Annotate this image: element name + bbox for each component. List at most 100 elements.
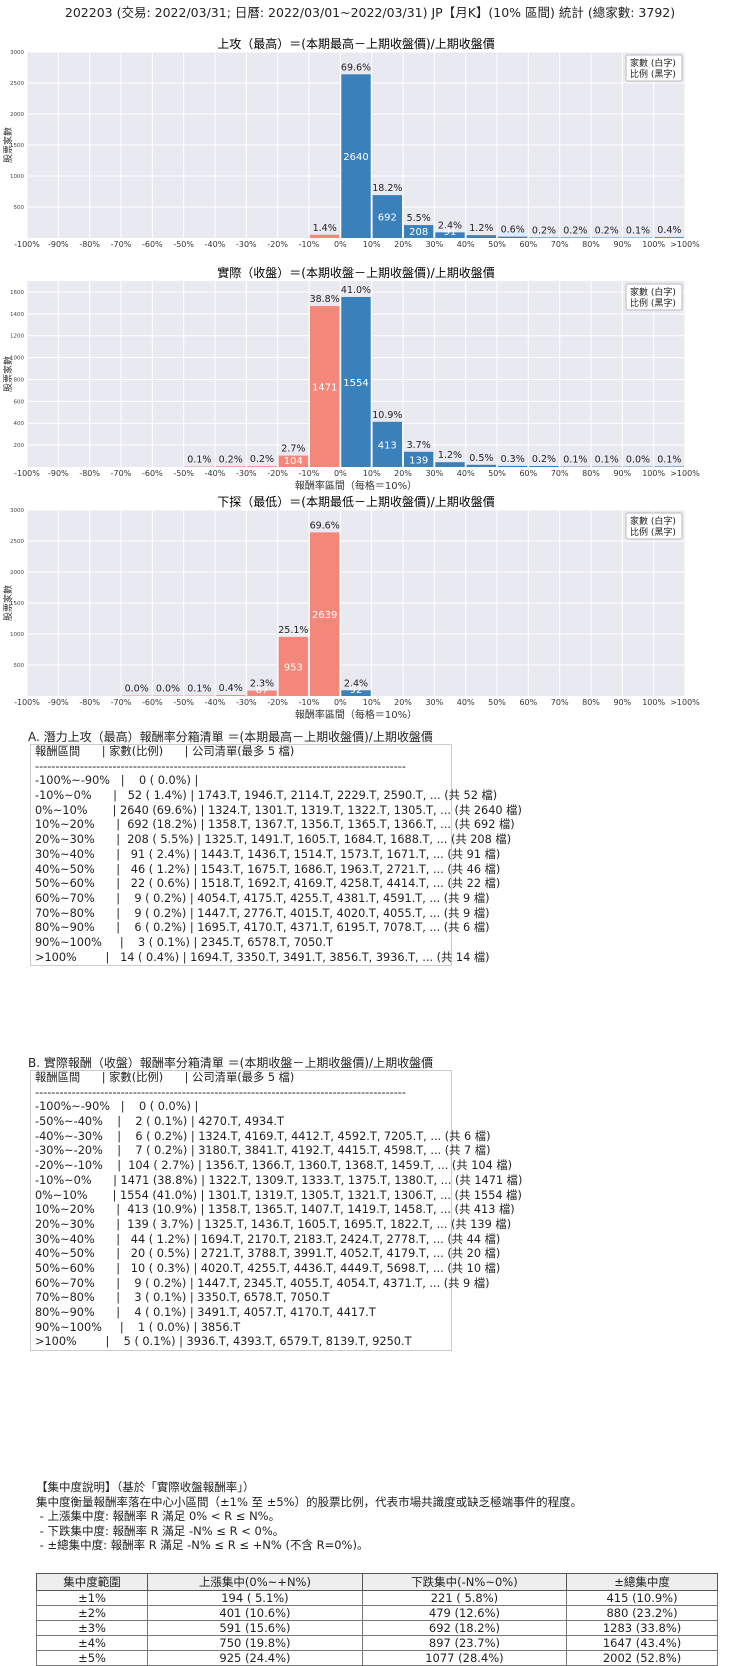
bar-pct-label: 1.2% (469, 223, 493, 234)
table-row: 50%~60% | 10 ( 0.3%) | 4020.T, 4255.T, 4… (31, 1262, 451, 1277)
bar-pct-label: 0.2% (219, 454, 243, 465)
x-tick-label: 10% (363, 240, 381, 249)
table-row: ±1%194 ( 5.1%)221 ( 5.8%)415 (10.9%) (37, 1591, 718, 1606)
bar-pct-label: 0.2% (532, 454, 556, 465)
x-tick-label: 90% (613, 469, 631, 478)
bar-pct-label: 25.1% (278, 625, 308, 636)
bar-pct-label: 38.8% (310, 294, 340, 305)
bar-count-label: 104 (284, 456, 303, 467)
table-cell: ±1% (37, 1591, 148, 1606)
y-tick-label: 2500 (10, 81, 24, 87)
column-header: ±總集中度 (567, 1574, 718, 1591)
table-row: ±4%750 (19.8%)897 (23.7%)1647 (43.4%) (37, 1636, 718, 1651)
concentration-note: - ±總集中度: 報酬率 R 滿足 -N% ≤ R ≤ +N% (不含 R=0%… (36, 1537, 368, 1553)
bar-count-label: 92 (350, 685, 363, 696)
bar-pct-label: 69.6% (341, 62, 371, 73)
bar-pct-label: 0.2% (532, 225, 556, 236)
x-tick-label: 60% (519, 240, 537, 249)
x-tick-label: -40% (205, 240, 226, 249)
bar-pct-label: 69.6% (310, 520, 340, 531)
table-row: -30%~-20% | 7 ( 0.2%) | 3180.T, 3841.T, … (31, 1144, 451, 1159)
x-tick-label: -60% (142, 469, 163, 478)
chart-title: 上攻（最高）＝(本期最高－上期收盤價)/上期收盤價 (217, 36, 494, 51)
bar-pct-label: 0.2% (595, 226, 619, 237)
y-axis-label: 股票家數 (2, 356, 14, 392)
section-a-table: 報酬區間 | 家數(比例) | 公司清單(最多 5 檔)------------… (30, 744, 452, 966)
y-tick-label: 2500 (10, 539, 24, 545)
x-tick-label: >100% (670, 698, 700, 707)
y-tick-label: 600 (14, 399, 25, 405)
bar-count-label: 1554 (343, 378, 368, 389)
table-header-line: 報酬區間 | 家數(比例) | 公司清單(最多 5 檔) (31, 1071, 451, 1086)
table-cell: 1283 (33.8%) (567, 1621, 718, 1636)
bar-count-label: 1471 (312, 383, 337, 394)
bar-count-label: 91 (444, 227, 457, 238)
bar-pct-label: 1.4% (313, 223, 337, 234)
table-cell: 415 (10.9%) (567, 1591, 718, 1606)
table-row: 90%~100% | 1 ( 0.0%) | 3856.T (31, 1321, 451, 1336)
page-header: 202203 (交易: 2022/03/31; 日曆: 2022/03/01~2… (0, 2, 740, 21)
bar (498, 237, 527, 238)
table-cell: 591 (15.6%) (148, 1621, 363, 1636)
table-cell: ±3% (37, 1621, 148, 1636)
y-tick-label: 200 (14, 443, 25, 449)
x-tick-label: 10% (363, 469, 381, 478)
bar-pct-label: 10.9% (372, 410, 402, 421)
x-tick-label: -20% (267, 240, 288, 249)
x-tick-label: -20% (267, 469, 288, 478)
x-tick-label: -100% (14, 240, 40, 249)
x-tick-label: -20% (267, 698, 288, 707)
table-row: ±5%925 (24.4%)1077 (28.4%)2002 (52.8%) (37, 1651, 718, 1666)
x-tick-label: 70% (551, 698, 569, 707)
x-tick-label: 40% (457, 240, 475, 249)
table-row: >100% | 5 ( 0.1%) | 3936.T, 4393.T, 6579… (31, 1335, 451, 1350)
y-tick-label: 3000 (10, 50, 24, 56)
section-a-title: A. 潛力上攻（最高）報酬率分箱清單 ＝(本期最高－上期收盤價)/上期收盤價 (28, 728, 433, 745)
bar-count-label: 2639 (312, 610, 337, 621)
x-tick-label: 30% (425, 698, 443, 707)
x-axis-label: 報酬率區間（每格＝10%） (295, 708, 417, 721)
chart-legend: 家數 (白字)比例 (黑字) (626, 513, 682, 539)
table-row: 80%~90% | 6 ( 0.2%) | 1695.T, 4170.T, 43… (31, 921, 451, 936)
section-b-title: B. 實際報酬（收盤）報酬率分箱清單 ＝(本期收盤－上期收盤價)/上期收盤價 (28, 1054, 433, 1071)
bar-count-label: 87 (256, 685, 269, 696)
x-tick-label: -80% (79, 469, 100, 478)
x-tick-label: 80% (582, 698, 600, 707)
table-row: 0%~10% | 2640 (69.6%) | 1324.T, 1301.T, … (31, 804, 451, 819)
chart-title: 下探（最低）＝(本期最低－上期收盤價)/上期收盤價 (217, 495, 494, 509)
chart-legend: 家數 (白字)比例 (黑字) (626, 55, 682, 81)
table-row: >100% | 14 ( 0.4%) | 1694.T, 3350.T, 349… (31, 951, 451, 966)
bar-pct-label: 0.1% (657, 454, 681, 465)
table-cell: 897 (23.7%) (362, 1636, 566, 1651)
table-row: -40%~-30% | 6 ( 0.2%) | 1324.T, 4169.T, … (31, 1130, 451, 1145)
table-row: 60%~70% | 9 ( 0.2%) | 1447.T, 2345.T, 40… (31, 1277, 451, 1292)
bar-pct-label: 0.6% (501, 225, 525, 236)
bar-pct-label: 0.0% (626, 455, 650, 466)
bar-pct-label: 41.0% (341, 285, 371, 296)
table-row: 40%~50% | 46 ( 1.2%) | 1543.T, 1675.T, 1… (31, 863, 451, 878)
y-axis-label: 股票家數 (2, 127, 14, 163)
bar-pct-label: 0.4% (657, 225, 681, 236)
table-cell: 750 (19.8%) (148, 1636, 363, 1651)
table-cell: ±2% (37, 1606, 148, 1621)
table-cell: 692 (18.2%) (362, 1621, 566, 1636)
x-tick-label: 80% (582, 469, 600, 478)
x-tick-label: -70% (111, 240, 132, 249)
chart-legend: 家數 (白字)比例 (黑字) (626, 284, 682, 310)
x-tick-label: 50% (488, 698, 506, 707)
x-tick-label: -90% (48, 240, 69, 249)
table-cell: 925 (24.4%) (148, 1651, 363, 1666)
legend-line: 比例 (黑字) (630, 68, 676, 80)
x-tick-label: >100% (670, 469, 700, 478)
table-cell: ±5% (37, 1651, 148, 1666)
x-tick-label: 70% (551, 240, 569, 249)
x-tick-label: -90% (48, 698, 69, 707)
x-tick-label: 50% (488, 469, 506, 478)
bar-count-label: 953 (284, 662, 303, 673)
x-tick-label: 0% (334, 240, 347, 249)
x-tick-label: -30% (236, 240, 257, 249)
table-cell: 880 (23.2%) (567, 1606, 718, 1621)
table-row: 70%~80% | 3 ( 0.1%) | 3350.T, 6578.T, 70… (31, 1291, 451, 1306)
